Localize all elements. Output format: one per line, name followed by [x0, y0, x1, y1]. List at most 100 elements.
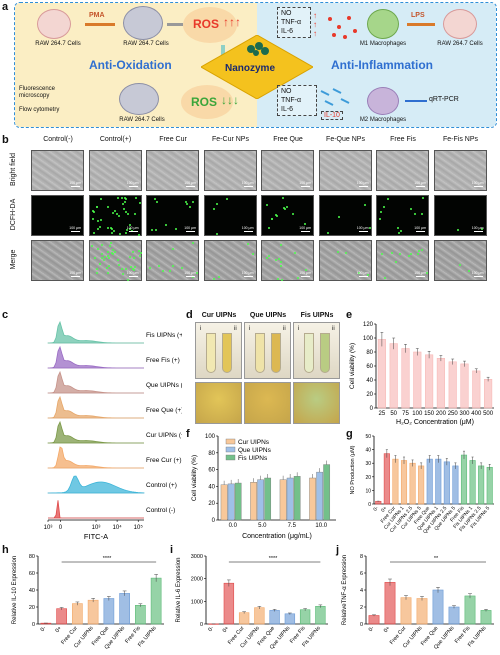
bar	[400, 597, 412, 625]
fluorescence-dot	[110, 228, 113, 230]
fluorescence-dot	[139, 252, 142, 254]
fluorescence-dot	[189, 206, 191, 208]
scale-bar-label: 100 μm	[299, 181, 311, 185]
significance-label: ****	[269, 556, 278, 562]
fluorescence-dot	[277, 278, 279, 280]
fluorescence-dot	[137, 234, 140, 236]
fluorescence-dot	[278, 258, 280, 260]
fluorescence-dot	[124, 232, 127, 234]
fluorescence-dot	[363, 204, 366, 206]
row-label: DCFH-DA	[10, 198, 17, 231]
bar	[432, 589, 444, 625]
raw-cells-label-3: RAW 264.7 Cells	[119, 117, 165, 123]
y-tick-label: 60	[29, 571, 35, 577]
tube-photo: i ii	[195, 322, 242, 379]
fluorescence-dot	[126, 213, 129, 215]
x-tick-label: 0-	[368, 625, 376, 633]
scale-bar	[128, 231, 138, 232]
ros-burst-bottom	[181, 85, 233, 119]
fluorescence-dot	[124, 211, 127, 213]
culture-dish-icon-2	[443, 9, 477, 39]
bar	[250, 482, 257, 521]
micrograph-tile: 100 μm	[318, 240, 372, 281]
histogram-label: Free Cur (+)	[146, 457, 182, 464]
fluorescence-dot	[246, 243, 249, 245]
fluorescence-dot	[121, 203, 124, 205]
scale-bar	[358, 231, 368, 232]
scale-bar	[243, 276, 253, 277]
fluorescence-dot	[280, 261, 282, 263]
scale-bar-label: 100 μm	[184, 226, 196, 230]
fluorescence-dot	[383, 206, 385, 208]
fluorescence-dot	[109, 227, 112, 229]
tube-ii	[222, 333, 232, 373]
bar	[448, 361, 457, 409]
y-tick-label: 80	[208, 451, 215, 457]
micrograph-tile: 100 μm	[146, 195, 199, 236]
fluorescence-dot	[124, 198, 127, 200]
legend-swatch	[225, 438, 236, 445]
qrt-label: qRT-PCR	[429, 96, 459, 103]
bar	[323, 464, 331, 521]
fluorescence-dot	[410, 253, 412, 255]
y-tick-label: 6	[360, 571, 363, 577]
fluorescence-dot	[96, 220, 99, 222]
panel-label-d: d	[186, 309, 193, 321]
micrograph-tile: 100 μm	[433, 150, 487, 191]
fluorescence-dot	[384, 277, 386, 279]
scale-bar-label: 100 μm	[414, 181, 426, 185]
culture-dish-icon	[37, 9, 71, 39]
fluorescence-dot	[151, 229, 153, 231]
histogram-label: Free Que (+)	[146, 407, 182, 414]
bar	[460, 363, 469, 409]
y-tick-label: 0	[368, 502, 371, 508]
x-tick-label: 75	[402, 411, 409, 417]
ros-burst-top	[183, 7, 237, 43]
fluorescence-dot	[96, 248, 99, 250]
scale-bar	[243, 186, 253, 187]
scale-bar-label: 100 μm	[69, 181, 81, 185]
x-tick-label: 10⁵	[134, 524, 144, 531]
arrow-to-qrt	[405, 100, 427, 102]
fluorescence-dot	[175, 228, 177, 230]
panel-label-f: f	[186, 428, 190, 440]
panel-label-i: i	[170, 544, 174, 556]
tube-sub-i: i	[200, 326, 202, 332]
scale-bar-label: 100 μm	[184, 271, 196, 275]
microscopy-panel: Control(-) Control(+) Free Cur Fe-Cur NPs Fr…	[0, 134, 500, 306]
fluorescence-dot	[185, 201, 187, 203]
fluorescence-dot	[215, 233, 218, 235]
y-tick-label: 20	[365, 475, 371, 481]
fluorescence-dot	[128, 224, 131, 226]
histogram-label: Control (+)	[146, 482, 177, 489]
tube-sub-i: i	[249, 326, 251, 332]
tube-title: Que UIPNs	[249, 312, 287, 319]
fluorescence-dot	[212, 208, 215, 210]
micrograph-tile: 100 μm	[318, 195, 372, 236]
micrograph-tile: 100 μm	[261, 195, 314, 236]
fluorescence-dot	[110, 232, 113, 234]
scale-bar-label: 100 μm	[471, 181, 484, 185]
lps-arrow	[407, 23, 435, 26]
y-tick-label: 0	[212, 518, 216, 524]
y-tick-label: 20	[208, 501, 215, 507]
fluorescence-dot	[162, 270, 164, 272]
tube-sub-ii: ii	[283, 326, 286, 332]
fluorescence-dot	[304, 223, 306, 225]
tube-i	[206, 333, 216, 373]
fluorescence-dot	[111, 249, 114, 251]
y-tick-label: 20	[366, 392, 373, 398]
fluorescence-dot	[134, 197, 137, 199]
tube-title: Fis UIPNs	[300, 312, 334, 319]
x-tick-label: 10³	[44, 525, 53, 531]
scale-bar-label: 100 μm	[241, 226, 254, 230]
panel-label-h: h	[2, 544, 9, 556]
fluorescence-dot	[165, 224, 167, 226]
x-axis-label: Concentration (μg/mL)	[242, 533, 312, 540]
x-tick-label: 5.0	[258, 523, 267, 529]
scale-bar-label: 100 μm	[414, 271, 426, 275]
fluorescence-dot	[418, 250, 420, 252]
scale-bar	[473, 276, 483, 277]
